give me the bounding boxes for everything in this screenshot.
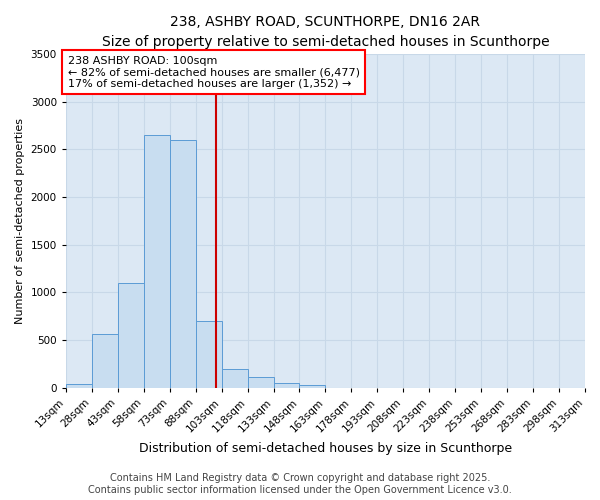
Text: Contains HM Land Registry data © Crown copyright and database right 2025.
Contai: Contains HM Land Registry data © Crown c… — [88, 474, 512, 495]
Y-axis label: Number of semi-detached properties: Number of semi-detached properties — [15, 118, 25, 324]
Bar — [118, 283, 144, 388]
Bar — [144, 135, 170, 388]
Bar — [196, 321, 221, 388]
Bar — [92, 334, 118, 388]
Text: 238 ASHBY ROAD: 100sqm
← 82% of semi-detached houses are smaller (6,477)
17% of : 238 ASHBY ROAD: 100sqm ← 82% of semi-det… — [68, 56, 359, 89]
Bar — [248, 378, 274, 388]
Bar — [299, 385, 325, 388]
Title: 238, ASHBY ROAD, SCUNTHORPE, DN16 2AR
Size of property relative to semi-detached: 238, ASHBY ROAD, SCUNTHORPE, DN16 2AR Si… — [101, 15, 549, 48]
Bar — [66, 384, 92, 388]
X-axis label: Distribution of semi-detached houses by size in Scunthorpe: Distribution of semi-detached houses by … — [139, 442, 512, 455]
Bar — [221, 368, 248, 388]
Bar — [274, 383, 299, 388]
Bar — [170, 140, 196, 388]
